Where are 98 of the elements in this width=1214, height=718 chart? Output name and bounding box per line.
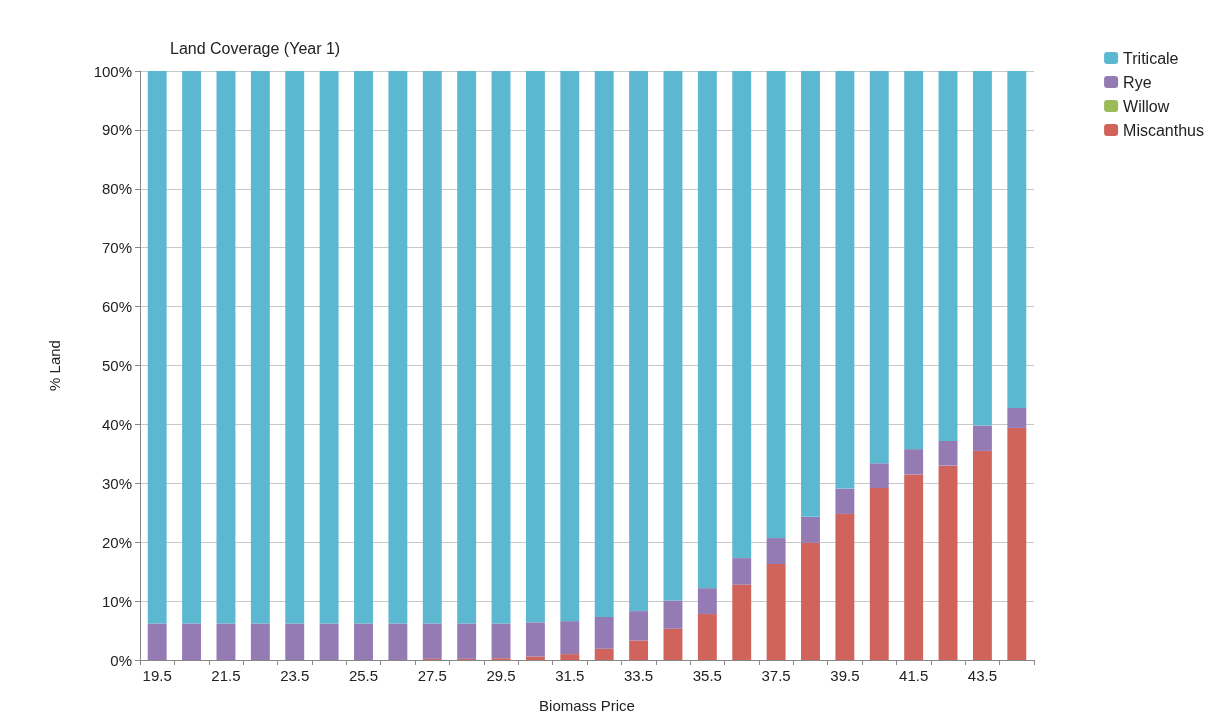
bar — [319, 71, 339, 624]
bar — [801, 542, 820, 660]
bar — [869, 463, 889, 489]
bar — [560, 654, 580, 660]
y-tick-label: 50% — [101, 357, 132, 374]
bar — [147, 623, 167, 660]
bar — [663, 71, 683, 601]
legend-label: Rye — [1123, 73, 1152, 91]
bar — [938, 71, 958, 441]
y-tick-label: 20% — [101, 533, 132, 551]
y-tick-label: 10% — [101, 592, 132, 610]
x-tick-label: 23.5 — [280, 667, 310, 684]
bar — [766, 71, 786, 539]
bar — [697, 71, 717, 589]
bar — [422, 623, 442, 659]
bar — [182, 623, 202, 660]
bar — [1007, 71, 1027, 408]
bar — [560, 71, 580, 622]
bar — [422, 71, 442, 624]
bar — [801, 516, 820, 543]
bar — [525, 71, 545, 623]
bar — [629, 640, 649, 660]
bar — [938, 440, 958, 466]
y-tick-label: 40% — [101, 415, 132, 433]
x-tick-label: 37.5 — [761, 667, 791, 684]
x-tick-label: 41.5 — [899, 667, 929, 684]
y-tick-label: 0% — [110, 651, 132, 669]
x-tick-label: 33.5 — [623, 667, 654, 684]
y-tick-label: 90% — [101, 121, 132, 139]
bar — [216, 71, 236, 624]
bar — [285, 71, 305, 624]
y-tick-label: 60% — [101, 298, 132, 316]
x-tick-label: 19.5 — [142, 667, 172, 684]
x-tick-label: 27.5 — [417, 667, 447, 684]
bar — [904, 71, 924, 450]
bar — [972, 450, 992, 660]
y-tick-label: 80% — [101, 180, 132, 198]
x-tick-label: 31.5 — [555, 667, 585, 684]
bar — [766, 563, 786, 660]
legend-label: Willow — [1123, 97, 1170, 115]
bar — [594, 648, 614, 660]
bar — [835, 71, 855, 489]
bar — [594, 71, 614, 617]
bar — [491, 623, 511, 659]
bar — [285, 623, 305, 660]
bar — [972, 425, 992, 451]
x-tick-label: 39.5 — [830, 667, 860, 684]
bar — [250, 71, 270, 624]
y-tick-label: 70% — [101, 239, 132, 257]
bar — [663, 600, 683, 629]
bar — [938, 465, 958, 660]
bar — [629, 71, 649, 612]
bar — [354, 623, 373, 660]
bar — [732, 584, 752, 660]
bar — [594, 617, 614, 649]
bar — [319, 623, 339, 660]
bar — [697, 588, 717, 615]
bar — [1007, 407, 1027, 428]
bar — [457, 71, 477, 624]
bar — [732, 558, 752, 585]
bar — [663, 628, 683, 660]
bar — [972, 71, 992, 426]
x-axis-title: Biomass Price — [539, 697, 635, 714]
bar — [388, 71, 408, 624]
bar — [491, 71, 511, 624]
bar — [904, 449, 924, 475]
bar — [1007, 427, 1027, 660]
bar — [766, 538, 786, 564]
bar — [216, 623, 236, 660]
y-tick-label: 100% — [93, 62, 132, 80]
x-tick-label: 43.5 — [967, 667, 998, 684]
y-tick-label: 30% — [101, 474, 132, 492]
bar — [250, 623, 270, 660]
bar — [629, 611, 649, 641]
bar — [732, 71, 752, 559]
bar — [525, 622, 545, 657]
bar — [869, 488, 889, 660]
chart-title: Land Coverage (Year 1) — [170, 39, 341, 57]
bar — [388, 623, 408, 660]
y-axis-title: % Land — [46, 340, 63, 391]
bar — [801, 71, 820, 517]
bar — [835, 513, 855, 660]
bar — [560, 621, 580, 655]
bar — [354, 71, 373, 624]
bar — [147, 71, 167, 624]
x-tick-label: 21.5 — [211, 667, 241, 684]
legend-label: Triticale — [1123, 49, 1179, 67]
bar — [904, 474, 924, 660]
bar — [835, 488, 855, 514]
x-tick-label: 35.5 — [692, 667, 722, 684]
legend-label: Miscanthus — [1123, 121, 1204, 139]
x-tick-label: 25.5 — [348, 667, 379, 684]
bar — [525, 656, 545, 660]
bar — [697, 614, 717, 660]
bar — [869, 71, 889, 464]
x-tick-label: 29.5 — [486, 667, 516, 684]
bar — [457, 623, 477, 659]
bar — [182, 71, 202, 624]
